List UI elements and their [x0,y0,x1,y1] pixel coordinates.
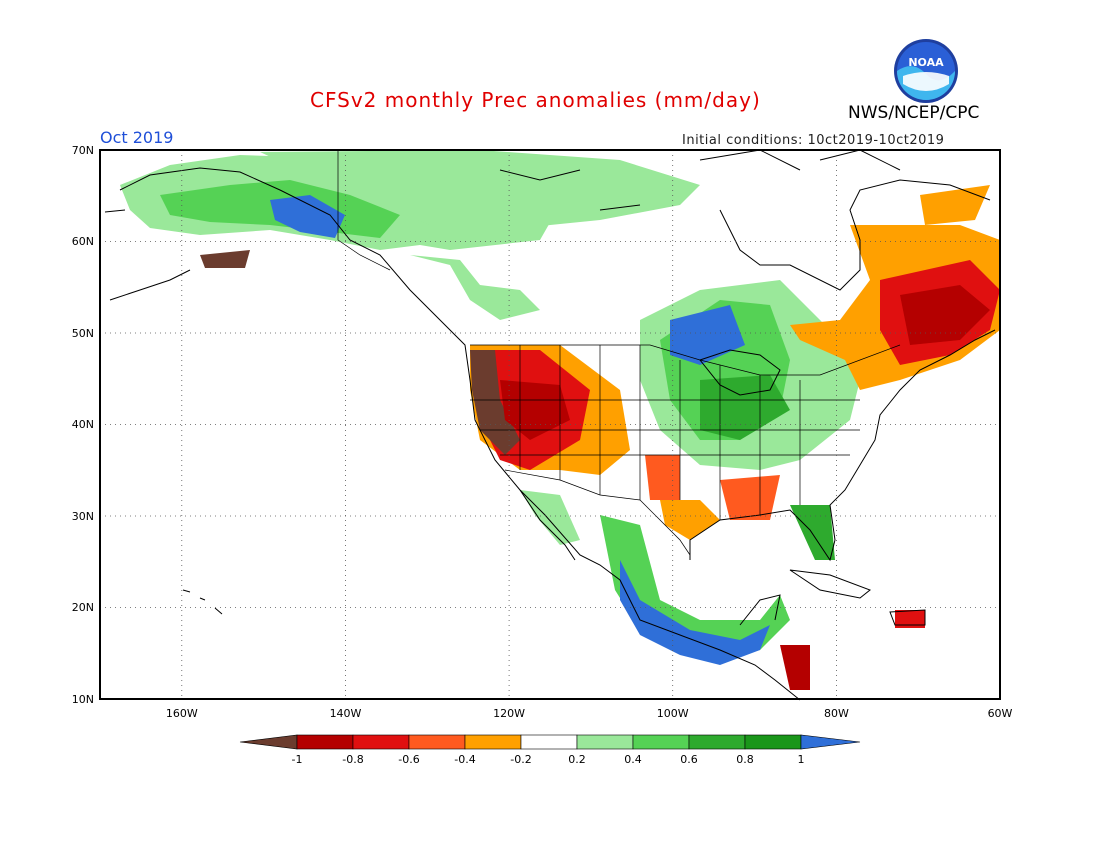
colorbar-tick-label: 1 [798,753,805,766]
aleutian-islands [104,209,191,301]
caribbean-dry-region [895,610,925,628]
hawaii-islands [182,589,223,615]
colorbar-tick-label: 0.4 [624,753,642,766]
colorbar-segment [688,734,746,750]
colorbar-tick-label: 0.8 [736,753,754,766]
alaska-coast-dry [200,250,250,268]
agency-label: NWS/NCEP/CPC [848,103,980,123]
colorbar-low-arrow [239,734,298,750]
southeast-dry-region [720,475,780,520]
colorbar-high-arrow [800,734,861,750]
lon-label: 140W [330,707,362,720]
cuba-coastline [789,569,871,599]
political-boundaries [337,150,901,556]
colorbar-segment [520,734,578,750]
bc-wet-region [410,255,540,320]
colorbar-segment [464,734,522,750]
lat-label: 10N [72,693,94,706]
colorbar-tick-label: -0.8 [342,753,363,766]
initial-conditions-label: Initial conditions: 10ct2019-10ct2019 [682,133,945,148]
yucatan-coastline [739,594,781,626]
lon-label: 100W [657,707,689,720]
west-dry-inner [500,380,570,440]
colorbar-tick-label: -1 [292,753,303,766]
colorbar: -1 -0.8 -0.6 -0.4 -0.2 0.2 0.4 0.6 0.8 1 [239,734,861,766]
graticule [100,150,1000,699]
arctic-islands [499,149,901,211]
honduras-dry-region [780,645,810,690]
great-lakes [699,349,781,396]
labrador-dry-region [920,185,990,225]
colorbar-segment [576,734,634,750]
lon-label: 80W [824,707,849,720]
colorbar-tick-label: -0.4 [454,753,475,766]
longitude-labels: 160W 140W 120W 100W 80W 60W [166,707,1013,720]
lat-label: 20N [72,601,94,614]
colorbar-segment [632,734,690,750]
colorbar-tick-label: 0.2 [568,753,586,766]
colorbar-tick-label: -0.2 [510,753,531,766]
map-title: CFSv2 monthly Prec anomalies (mm/day) [310,88,761,112]
quebec-dry-peak [900,285,990,345]
coastlines [104,149,996,701]
mexico-wet-core [620,560,770,665]
lon-label: 160W [166,707,198,720]
month-label: Oct 2019 [100,128,174,147]
lat-label: 40N [72,418,94,431]
california-dry-peak [470,350,520,455]
midwest-wet-peak [670,305,745,365]
us-mexico-border [504,469,691,556]
baja-wet-region [520,490,580,545]
latitude-labels: 70N 60N 50N 40N 30N 20N 10N [72,144,94,706]
ohio-wet-core [700,375,790,440]
colorbar-tick-label: 0.6 [680,753,698,766]
lat-label: 60N [72,235,94,248]
florida-wet-region [790,505,835,560]
colorbar-tick-label: -0.6 [398,753,419,766]
svg-text:NOAA: NOAA [908,56,944,69]
hudson-bay-coastline [719,179,991,291]
north-america-coastline [119,167,801,701]
lon-label: 60W [988,707,1013,720]
hispaniola-coastline [889,609,926,626]
noaa-logo: NOAA [894,39,958,103]
alaska-wet-peak [270,195,345,238]
colorbar-segment [296,734,354,750]
colorbar-segment [744,734,802,750]
anomaly-fields [120,150,1000,690]
baja-coastline [519,489,576,561]
gulf-coastline [689,329,996,562]
alaska-canada-border [337,150,391,271]
colorbar-segment [408,734,466,750]
lat-label: 50N [72,327,94,340]
texas-dry-region [645,455,680,500]
canada-wet-strip [260,150,700,230]
lon-label: 120W [493,707,525,720]
colorbar-segment [352,734,410,750]
plot-frame [99,149,1001,700]
us-state-lines [470,345,860,520]
lat-label: 30N [72,510,94,523]
lat-label: 70N [72,144,94,157]
